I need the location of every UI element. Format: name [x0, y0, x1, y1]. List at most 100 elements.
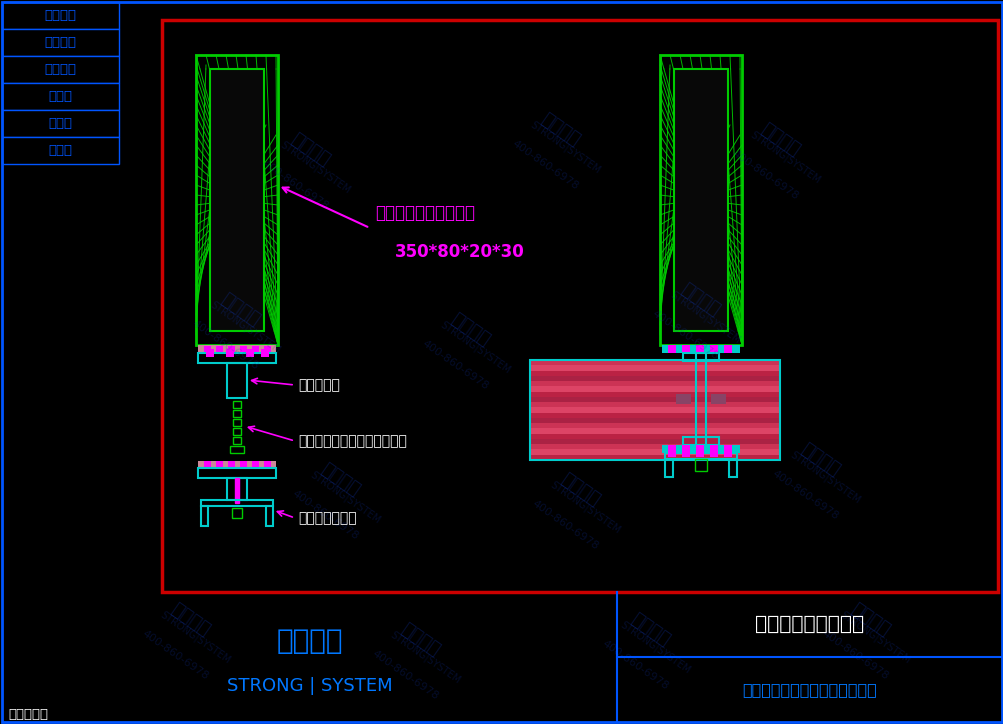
- Bar: [530, 418, 779, 423]
- Bar: [530, 455, 779, 460]
- Text: 西创系统: 西创系统: [446, 311, 492, 350]
- Bar: [530, 408, 779, 413]
- Text: 400-860-6978: 400-860-6978: [190, 319, 260, 371]
- Bar: [673, 69, 727, 331]
- Bar: [204, 461, 211, 468]
- Bar: [233, 410, 241, 417]
- Bar: [216, 346, 223, 352]
- Bar: [2, 29, 119, 56]
- Text: 西创系统: 西创系统: [847, 600, 892, 640]
- Text: 西创系统: 西创系统: [287, 130, 332, 169]
- Bar: [667, 445, 675, 453]
- Text: 西创系统: 西创系统: [168, 600, 213, 640]
- Bar: [2, 110, 119, 137]
- Text: STRONG|SYSTEM: STRONG|SYSTEM: [787, 450, 862, 506]
- Bar: [228, 461, 235, 468]
- Bar: [530, 397, 779, 402]
- Text: 400-860-6978: 400-860-6978: [769, 468, 840, 522]
- Text: 400-860-6978: 400-860-6978: [530, 498, 600, 552]
- Text: 400-860-6978: 400-860-6978: [369, 649, 439, 702]
- Bar: [530, 360, 779, 460]
- Text: 大通透: 大通透: [48, 117, 72, 130]
- Text: 400-860-6978: 400-860-6978: [419, 338, 489, 392]
- Bar: [681, 445, 689, 453]
- Bar: [240, 346, 247, 352]
- Bar: [240, 461, 247, 468]
- Bar: [226, 349, 234, 357]
- Bar: [230, 446, 244, 453]
- Bar: [530, 376, 779, 381]
- Bar: [206, 349, 214, 357]
- Bar: [723, 445, 731, 453]
- Bar: [227, 363, 247, 398]
- Text: 安全防火: 安全防火: [44, 9, 76, 22]
- Bar: [2, 56, 119, 83]
- Text: 西创系统: 西创系统: [557, 471, 602, 510]
- Bar: [667, 449, 675, 457]
- Bar: [266, 506, 273, 526]
- Text: STRONG|SYSTEM: STRONG|SYSTEM: [528, 120, 602, 176]
- Text: 400-860-6978: 400-860-6978: [290, 489, 360, 542]
- Bar: [710, 394, 725, 404]
- Bar: [530, 423, 779, 429]
- Bar: [2, 137, 119, 164]
- Bar: [709, 449, 717, 457]
- Bar: [233, 419, 241, 426]
- Text: 西创系统: 西创系统: [627, 610, 672, 649]
- Text: 西创金属科技（江苏）有限公司: 西创金属科技（江苏）有限公司: [741, 682, 876, 697]
- Text: 西创系统：公母螺栓（专利）: 西创系统：公母螺栓（专利）: [298, 434, 406, 448]
- Text: 大跨度: 大跨度: [48, 90, 72, 103]
- Bar: [204, 346, 211, 352]
- Text: STRONG|SYSTEM: STRONG|SYSTEM: [308, 470, 382, 526]
- Bar: [664, 453, 736, 459]
- Text: STRONG|SYSTEM: STRONG|SYSTEM: [617, 620, 691, 676]
- Bar: [235, 478, 239, 503]
- Bar: [198, 461, 276, 468]
- Bar: [530, 381, 779, 387]
- Bar: [695, 353, 705, 445]
- Text: STRONG|SYSTEM: STRONG|SYSTEM: [208, 300, 282, 356]
- Bar: [227, 478, 247, 500]
- Bar: [728, 459, 736, 477]
- Bar: [530, 429, 779, 434]
- Text: 西创系统: 西创系统: [217, 290, 263, 329]
- Bar: [681, 345, 689, 353]
- Bar: [233, 437, 241, 444]
- Bar: [530, 439, 779, 445]
- Bar: [530, 402, 779, 408]
- Text: 西创系统：精制钢立柱: 西创系统：精制钢立柱: [375, 204, 474, 222]
- Bar: [2, 83, 119, 110]
- Bar: [530, 360, 779, 366]
- Bar: [246, 349, 254, 357]
- Bar: [661, 445, 739, 453]
- Bar: [261, 349, 269, 357]
- Text: 西创系统: 西创系统: [276, 628, 342, 655]
- Bar: [198, 353, 276, 363]
- Bar: [695, 449, 703, 457]
- Text: 西创系统: 西创系统: [317, 460, 362, 500]
- Bar: [723, 345, 731, 353]
- Text: STRONG|SYSTEM: STRONG|SYSTEM: [278, 140, 352, 196]
- Bar: [682, 437, 718, 445]
- Text: 400-860-6978: 400-860-6978: [260, 159, 330, 211]
- Bar: [201, 506, 208, 526]
- Bar: [530, 371, 779, 376]
- Text: STRONG|SYSTEM: STRONG|SYSTEM: [157, 610, 232, 666]
- Text: STRONG|SYSTEM: STRONG|SYSTEM: [387, 630, 461, 686]
- Text: STRONG|SYSTEM: STRONG|SYSTEM: [747, 130, 821, 186]
- Text: 铝合金端头: 铝合金端头: [298, 378, 340, 392]
- Text: 专利产品！: 专利产品！: [8, 709, 48, 722]
- Text: 400-860-6978: 400-860-6978: [600, 639, 669, 691]
- Text: STRONG|SYSTEM: STRONG|SYSTEM: [548, 480, 622, 536]
- Text: 不锈钢机制螺栓: 不锈钢机制螺栓: [298, 511, 356, 525]
- Bar: [233, 428, 241, 435]
- Bar: [667, 345, 675, 353]
- Text: 西创系统: 西创系统: [397, 620, 442, 660]
- Text: 400-860-6978: 400-860-6978: [139, 628, 210, 681]
- Bar: [233, 401, 241, 408]
- Bar: [201, 500, 273, 506]
- Bar: [252, 461, 259, 468]
- Text: 中交矩形精制钢系统: 中交矩形精制钢系统: [754, 615, 864, 634]
- Bar: [530, 450, 779, 455]
- Text: 西创系统: 西创系统: [796, 440, 842, 480]
